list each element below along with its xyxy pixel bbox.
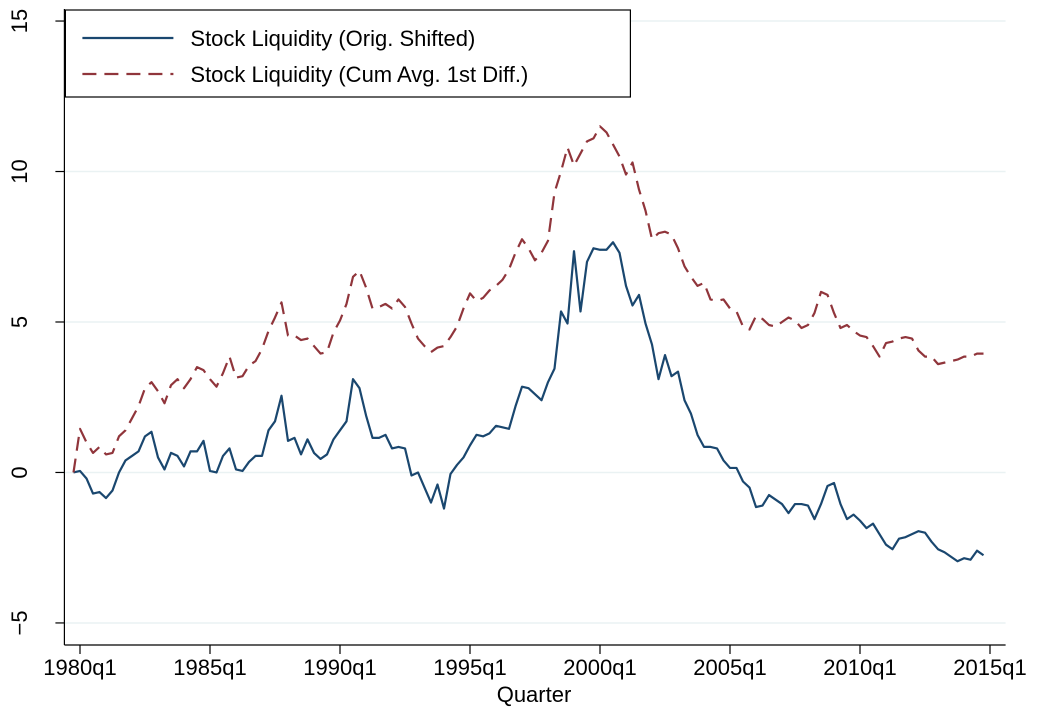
- x-tick-label: 1990q1: [303, 655, 376, 680]
- y-tick-label: 0: [7, 466, 32, 478]
- x-tick-label: 1995q1: [433, 655, 506, 680]
- series-line: [73, 241, 985, 563]
- x-tick-label: 2010q1: [823, 655, 896, 680]
- legend-box: [64, 9, 632, 98]
- legend-label: Stock Liquidity (Cum Avg. 1st Diff.): [190, 62, 528, 87]
- x-axis-label: Quarter: [497, 682, 572, 707]
- x-tick-label: 2000q1: [563, 655, 636, 680]
- y-tick-label: −5: [7, 610, 32, 635]
- y-tick-label: 5: [7, 316, 32, 328]
- x-tick-label: 1985q1: [173, 655, 246, 680]
- x-tick-label: 1980q1: [43, 655, 116, 680]
- x-tick-label: 2005q1: [693, 655, 766, 680]
- y-tick-label: 15: [7, 9, 32, 33]
- y-tick-label: 10: [7, 159, 32, 183]
- series-line: [72, 125, 984, 473]
- legend-label: Stock Liquidity (Orig. Shifted): [190, 26, 475, 51]
- x-tick-label: 2015q1: [953, 655, 1026, 680]
